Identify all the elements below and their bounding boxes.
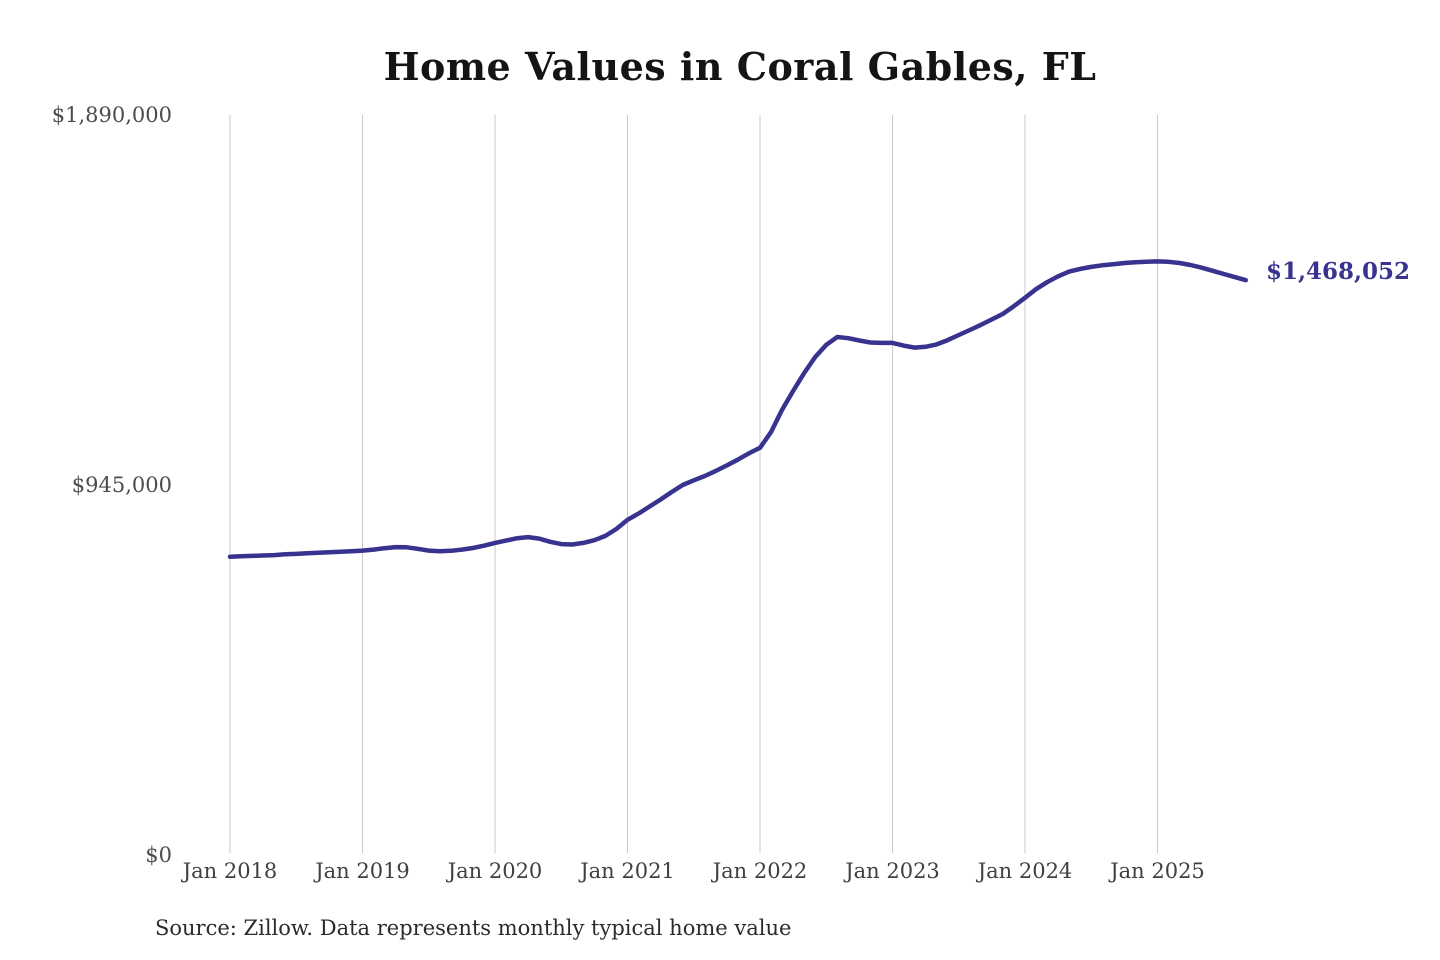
x-tick-label-2024: Jan 2024 [977, 859, 1073, 883]
y-tick-label-top: $1,890,000 [51, 103, 172, 127]
x-tick-label-2019: Jan 2019 [315, 859, 410, 883]
x-tick-label-2022: Jan 2022 [712, 859, 808, 883]
chart-title: Home Values in Coral Gables, FL [383, 44, 1097, 89]
x-tick-label-2023: Jan 2023 [845, 859, 940, 883]
x-tick-label-2021: Jan 2021 [580, 859, 675, 883]
last-value-label: $1,468,052 [1266, 258, 1411, 285]
x-tick-label-2020: Jan 2020 [447, 859, 543, 883]
source-note: Source: Zillow. Data represents monthly … [155, 916, 792, 940]
x-tick-label-2025: Jan 2025 [1110, 859, 1205, 883]
y-tick-label-zero: $0 [145, 843, 172, 867]
home-value-line [227, 259, 1249, 559]
x-tick-label-2018: Jan 2018 [182, 859, 278, 883]
gridlines [229, 115, 1158, 853]
y-tick-label-middle: $945,000 [71, 473, 172, 497]
